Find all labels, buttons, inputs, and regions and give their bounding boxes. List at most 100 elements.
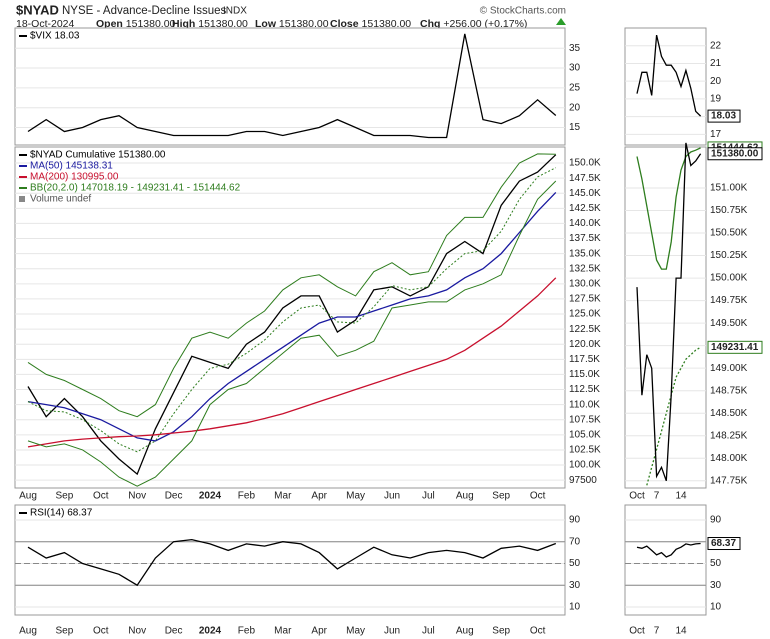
x-tick-label: May xyxy=(346,626,365,637)
y-tick-label: 30 xyxy=(569,580,581,591)
y-tick-label: 150.50K xyxy=(710,228,748,239)
y-tick-label: 142.5K xyxy=(569,203,601,214)
y-tick-label: 150.00K xyxy=(710,273,748,284)
panel-frame xyxy=(624,504,707,616)
series-line xyxy=(636,147,701,270)
x-tick-label: Jul xyxy=(422,491,435,502)
y-tick-label: 147.75K xyxy=(710,475,748,486)
y-tick-label: 127.5K xyxy=(569,294,601,305)
value-label-box xyxy=(707,537,741,551)
x-tick-label: Sep xyxy=(492,626,510,637)
up-icon xyxy=(556,18,566,25)
x-tick-label: Nov xyxy=(128,626,146,637)
date: 18-Oct-2024 xyxy=(16,18,75,30)
value-label: 149231.41 xyxy=(711,342,759,353)
value-label: 151380.00 xyxy=(711,148,759,159)
legend-label: BB(20,2.0) 147018.19 - 149231.41 - 15144… xyxy=(30,183,241,194)
y-tick-label: 149.50K xyxy=(710,318,748,329)
legend-swatch xyxy=(19,196,25,202)
y-tick-label: 50 xyxy=(569,558,581,569)
y-tick-label: 148.00K xyxy=(710,453,748,464)
x-tick-label: Feb xyxy=(238,491,256,502)
y-tick-label: 15 xyxy=(569,122,581,133)
legend-label: RSI(14) 68.37 xyxy=(30,508,93,519)
field-label: Open xyxy=(96,18,123,30)
y-tick-label: 10 xyxy=(569,602,581,613)
x-tick-label: Oct xyxy=(93,491,109,502)
bb-upper xyxy=(27,153,556,418)
series-line xyxy=(27,191,557,442)
y-tick-label: 30 xyxy=(569,63,581,74)
series-line xyxy=(27,154,557,476)
panel-frame xyxy=(14,146,566,489)
x-tick-label: Aug xyxy=(456,626,474,637)
x-tick-label: Sep xyxy=(492,491,510,502)
y-tick-label: 22 xyxy=(710,40,722,51)
exchange: INDX xyxy=(223,6,247,17)
y-tick-label: 100.0K xyxy=(569,460,601,471)
value-label: 68.37 xyxy=(711,538,736,549)
field-label: Chg xyxy=(420,18,440,30)
y-tick-label: 17 xyxy=(710,129,722,140)
legend-label: $VIX 18.03 xyxy=(30,31,80,42)
y-tick-label: 107.5K xyxy=(569,414,601,425)
x-tick-label: Jun xyxy=(384,626,400,637)
y-tick-label: 90 xyxy=(710,515,722,526)
y-tick-label: 117.5K xyxy=(569,354,600,365)
y-tick-label: 122.5K xyxy=(569,324,601,335)
legend-label: MA(200) 130995.00 xyxy=(30,172,119,183)
y-tick-label: 102.5K xyxy=(569,445,601,456)
y-tick-label: 145.0K xyxy=(569,188,601,199)
value-label-box xyxy=(707,109,741,123)
y-tick-label: 25 xyxy=(569,83,581,94)
y-tick-label: 105.0K xyxy=(569,429,601,440)
y-tick-label: 135.0K xyxy=(569,248,601,259)
header-field: Chg +256.00 (+0.17%) xyxy=(420,18,527,30)
value-label-box xyxy=(707,340,763,354)
y-tick-label: 120.0K xyxy=(569,339,601,350)
x-tick-label: Aug xyxy=(456,491,474,502)
x-tick-label: 7 xyxy=(654,626,660,637)
panel-frame xyxy=(14,27,566,146)
y-tick-label: 112.5K xyxy=(569,384,600,395)
value-label-box xyxy=(707,147,763,161)
security-name: NYSE - Advance-Decline Issues xyxy=(62,5,227,17)
y-tick-label: 110.0K xyxy=(569,399,600,410)
x-tick-label: Oct xyxy=(530,491,546,502)
x-tick-label: Jul xyxy=(422,626,435,637)
x-tick-label: Aug xyxy=(19,491,37,502)
x-tick-label: Aug xyxy=(19,626,37,637)
series-line xyxy=(27,167,557,453)
symbol: $NYAD xyxy=(16,2,59,17)
x-tick-label: Oct xyxy=(530,626,546,637)
y-tick-label: 149.00K xyxy=(710,363,748,374)
y-tick-label: 137.5K xyxy=(569,233,601,244)
series-line xyxy=(636,142,702,482)
header-field: Close 151380.00 xyxy=(330,18,411,30)
x-tick-label: Jun xyxy=(384,491,400,502)
y-tick-label: 147.5K xyxy=(569,173,601,184)
header-field: Open 151380.00 xyxy=(96,18,176,30)
field-label: High xyxy=(172,18,195,30)
panel-frame xyxy=(624,146,707,489)
bb-lower xyxy=(27,180,557,487)
value-label: 18.03 xyxy=(711,111,736,122)
y-tick-label: 130.0K xyxy=(569,278,601,289)
legend-label: $NYAD Cumulative 151380.00 xyxy=(30,150,166,161)
x-tick-label: Mar xyxy=(274,491,292,502)
x-tick-label: 2024 xyxy=(199,626,222,637)
y-tick-label: 132.5K xyxy=(569,263,601,274)
y-tick-label: 19 xyxy=(710,94,722,105)
y-tick-label: 90 xyxy=(569,515,581,526)
field-label: Close xyxy=(330,18,359,30)
x-tick-label: 14 xyxy=(675,491,687,502)
y-tick-label: 150.0K xyxy=(569,158,601,169)
x-tick-label: Mar xyxy=(274,626,292,637)
x-tick-label: Oct xyxy=(629,626,645,637)
y-tick-label: 151.00K xyxy=(710,183,748,194)
y-tick-label: 148.25K xyxy=(710,430,748,441)
y-tick-label: 150.75K xyxy=(710,205,748,216)
y-tick-label: 20 xyxy=(710,76,722,87)
y-tick-label: 150.25K xyxy=(710,250,748,261)
